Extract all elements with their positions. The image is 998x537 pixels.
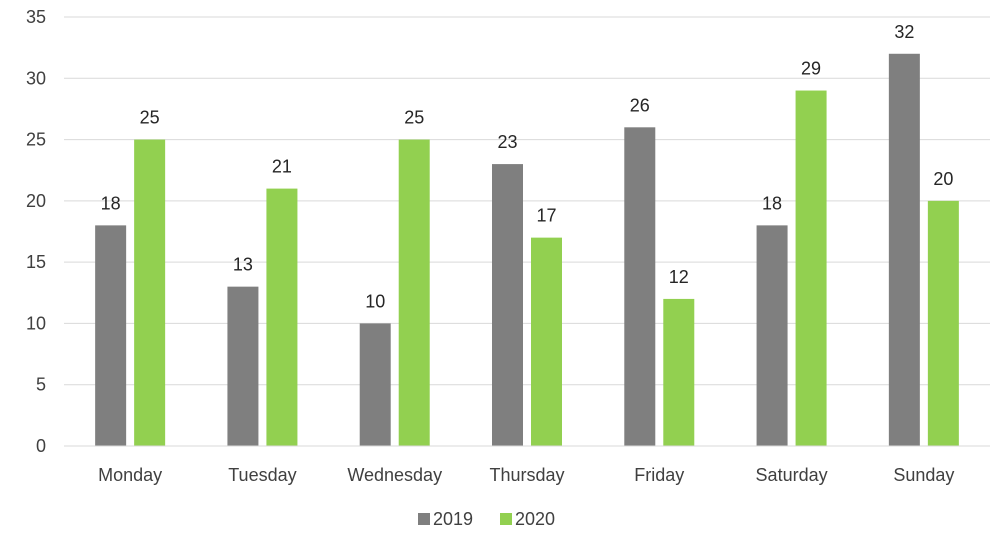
data-label: 25 bbox=[140, 108, 160, 128]
data-label: 18 bbox=[101, 193, 121, 213]
bar-2019-monday bbox=[95, 225, 127, 446]
data-label: 23 bbox=[497, 132, 517, 152]
bar-2020-saturday bbox=[795, 90, 827, 447]
data-label: 18 bbox=[762, 193, 782, 213]
y-tick-label: 5 bbox=[36, 375, 46, 395]
x-tick-label: Monday bbox=[98, 465, 162, 485]
data-label: 25 bbox=[404, 108, 424, 128]
bar-2020-sunday bbox=[927, 200, 959, 446]
x-tick-label: Friday bbox=[634, 465, 684, 485]
bar-2019-thursday bbox=[492, 164, 523, 447]
legend: 2019 2020 bbox=[418, 509, 555, 529]
bar-series bbox=[95, 53, 959, 447]
bar-2020-monday bbox=[134, 139, 166, 447]
y-tick-label: 10 bbox=[26, 313, 46, 333]
y-tick-label: 0 bbox=[36, 436, 46, 456]
data-label: 20 bbox=[933, 169, 953, 189]
bar-2019-wednesday bbox=[359, 323, 391, 446]
data-label: 21 bbox=[272, 157, 292, 177]
data-label: 32 bbox=[894, 22, 914, 42]
data-label: 29 bbox=[801, 59, 821, 79]
bar-2019-friday bbox=[624, 127, 656, 447]
bar-2019-tuesday bbox=[227, 286, 259, 446]
bar-2020-tuesday bbox=[266, 188, 298, 446]
data-labels: 18 25 13 21 10 25 23 17 26 12 18 29 32 20 bbox=[101, 22, 954, 312]
data-label: 13 bbox=[233, 255, 253, 275]
legend-swatch-2020 bbox=[500, 513, 512, 525]
x-tick-label: Wednesday bbox=[347, 465, 442, 485]
y-axis: 0 5 10 15 20 25 30 35 bbox=[26, 7, 46, 456]
bar-2020-friday bbox=[663, 298, 695, 446]
x-tick-label: Saturday bbox=[756, 465, 828, 485]
data-label: 12 bbox=[669, 267, 689, 287]
bar-2020-thursday bbox=[531, 237, 562, 446]
y-tick-label: 25 bbox=[26, 130, 46, 150]
data-label: 17 bbox=[536, 206, 556, 226]
x-axis: Monday Tuesday Wednesday Thursday Friday Satu… bbox=[64, 445, 990, 485]
bar-2019-saturday bbox=[756, 225, 788, 446]
legend-label-2019: 2019 bbox=[433, 509, 473, 529]
bar-2019-sunday bbox=[888, 53, 920, 447]
y-tick-label: 15 bbox=[26, 252, 46, 272]
data-label: 26 bbox=[630, 95, 650, 115]
data-label: 10 bbox=[365, 291, 385, 311]
gridlines bbox=[64, 16, 990, 447]
y-tick-label: 20 bbox=[26, 191, 46, 211]
x-tick-label: Tuesday bbox=[228, 465, 296, 485]
x-tick-label: Thursday bbox=[489, 465, 564, 485]
x-tick-label: Sunday bbox=[893, 465, 954, 485]
y-tick-label: 35 bbox=[26, 7, 46, 27]
y-tick-label: 30 bbox=[26, 68, 46, 88]
bar-2020-wednesday bbox=[398, 139, 430, 447]
legend-swatch-2019 bbox=[418, 513, 430, 525]
legend-label-2020: 2020 bbox=[515, 509, 555, 529]
